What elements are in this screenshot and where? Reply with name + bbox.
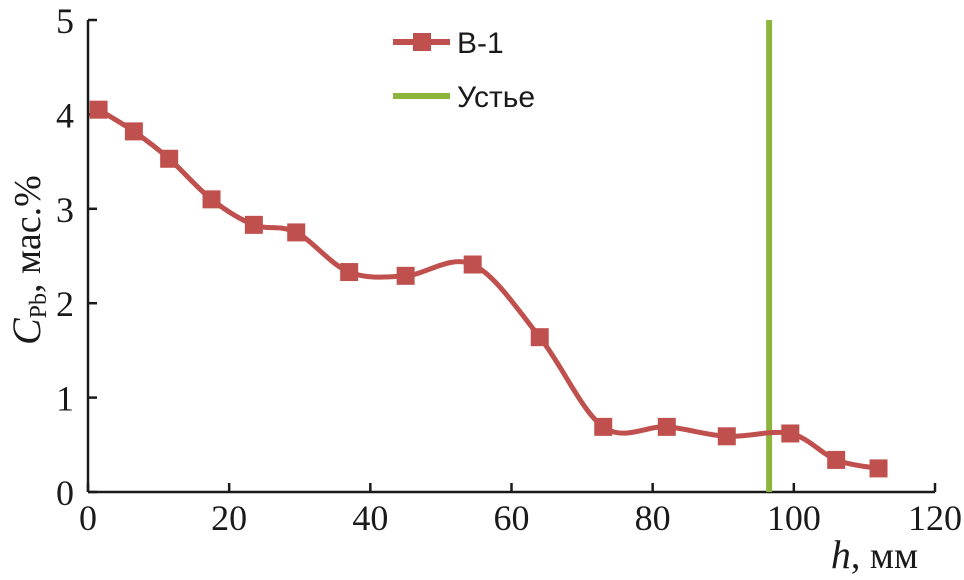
series-line-b1 (96, 107, 882, 471)
x-tick-label: 120 (908, 498, 962, 538)
y-axis-title-rest: , мас.% (7, 175, 49, 293)
legend-reference-label: Устье (457, 81, 535, 114)
y-tick-label: 3 (56, 190, 74, 230)
data-point-marker (89, 100, 108, 119)
data-point-marker (124, 122, 143, 141)
data-point-marker (530, 328, 549, 347)
x-tick-label: 40 (352, 498, 388, 538)
data-point-marker (463, 255, 482, 274)
legend-series-swatch-marker (413, 33, 431, 51)
x-axis-title-variable: h (831, 532, 851, 577)
data-point-marker (594, 417, 613, 436)
y-ticks: 0 1 2 3 4 5 (56, 1, 97, 513)
data-point-marker (869, 459, 888, 478)
y-tick-label: 0 (56, 473, 74, 513)
data-point-marker (287, 223, 306, 242)
x-ticks: 0 20 40 60 80 100 120 (79, 483, 962, 538)
x-tick-label: 100 (767, 498, 821, 538)
y-tick-label: 4 (56, 95, 74, 135)
y-tick-label: 2 (56, 284, 74, 324)
data-point-marker (717, 427, 736, 446)
y-axis-title: CPb, мас.% (4, 175, 52, 345)
data-point-marker (781, 424, 800, 443)
x-tick-label: 60 (494, 498, 530, 538)
y-tick-label: 5 (56, 1, 74, 41)
y-axis-title-variable: C (4, 317, 49, 345)
x-tick-label: 80 (635, 498, 671, 538)
legend: В-1 Устье (393, 27, 535, 114)
data-point-marker (244, 215, 263, 234)
legend-series-label: В-1 (457, 27, 504, 60)
data-point-marker (340, 263, 359, 282)
x-axis-title-rest: , мм (851, 535, 918, 577)
data-point-marker (657, 417, 676, 436)
y-axis-title-subscript: Pb (26, 293, 52, 318)
data-point-marker (396, 266, 415, 285)
x-tick-label: 0 (79, 498, 97, 538)
series-layer (89, 100, 888, 478)
data-point-marker (202, 190, 221, 209)
x-axis-title: h, мм (831, 532, 918, 577)
y-tick-label: 1 (56, 379, 74, 419)
data-point-marker (160, 149, 179, 168)
data-point-marker (827, 450, 846, 469)
x-tick-label: 20 (211, 498, 247, 538)
